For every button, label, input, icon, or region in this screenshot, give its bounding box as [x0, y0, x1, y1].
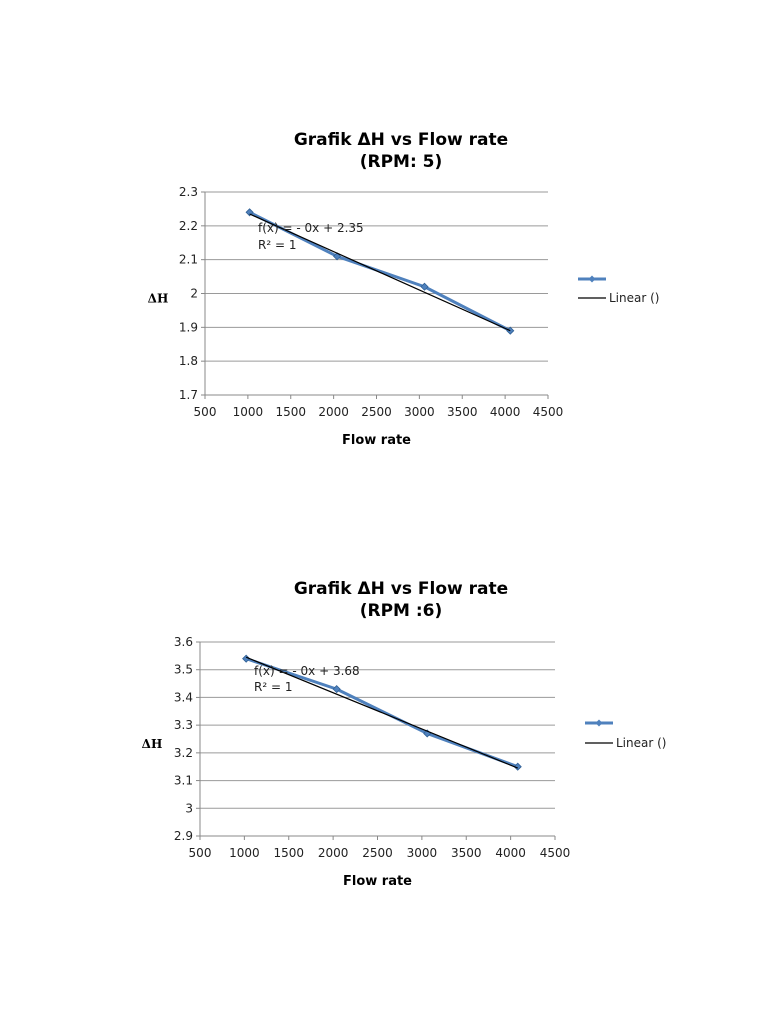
- data-point-marker: [242, 654, 251, 663]
- y-tick-label: 3.4: [174, 690, 193, 704]
- legend-series-marker: [588, 275, 596, 283]
- chart-title-line: (RPM: 5): [360, 152, 443, 172]
- x-tick-label: 4500: [540, 846, 571, 860]
- trendline-annotation: f(x) = - 0x + 2.35: [258, 221, 364, 235]
- y-tick-label: 2.2: [179, 219, 198, 233]
- x-tick-label: 3500: [451, 846, 482, 860]
- legend: Linear (): [578, 275, 659, 305]
- y-tick-label: 1.8: [179, 354, 198, 368]
- x-tick-label: 3000: [407, 846, 438, 860]
- x-tick-label: 3500: [447, 405, 478, 419]
- trendline-annotation: f(x) = - 0x + 3.68: [254, 664, 360, 678]
- chart-title-line: Grafik ΔH vs Flow rate: [294, 130, 508, 150]
- data-point-marker: [245, 208, 254, 217]
- trendline-annotation: R² = 1: [258, 238, 296, 252]
- y-tick-label: 3.3: [174, 718, 193, 732]
- x-tick-label: 500: [189, 846, 212, 860]
- x-axis-label: Flow rate: [343, 874, 412, 889]
- x-tick-label: 3000: [404, 405, 435, 419]
- y-tick-label: 2.3: [179, 185, 198, 199]
- y-axis-label: ΔH: [148, 292, 169, 306]
- y-tick-label: 2.9: [174, 829, 193, 843]
- x-axis-label: Flow rate: [342, 433, 411, 448]
- data-point-marker: [332, 685, 341, 694]
- x-tick-label: 2500: [362, 846, 393, 860]
- x-tick-label: 4500: [533, 405, 564, 419]
- y-tick-label: 2.1: [179, 253, 198, 267]
- chart-title-line: (RPM :6): [360, 601, 443, 621]
- x-tick-label: 2000: [318, 846, 349, 860]
- data-point-marker: [420, 282, 429, 291]
- data-series-line: [248, 210, 511, 333]
- y-tick-label: 1.9: [179, 320, 198, 334]
- y-axis-label: ΔH: [142, 737, 163, 751]
- x-tick-label: 4000: [490, 405, 521, 419]
- y-tick-label: 3.6: [174, 635, 193, 649]
- x-tick-label: 1500: [273, 846, 304, 860]
- y-tick-label: 1.7: [179, 388, 198, 402]
- y-tick-label: 3: [185, 801, 193, 815]
- x-tick-label: 1000: [233, 405, 264, 419]
- trendline: [249, 213, 511, 332]
- chart-1: Grafik ΔH vs Flow rate(RPM: 5) 1.7 1.8 1.9 2…: [148, 130, 660, 448]
- x-tick-label: 2500: [361, 405, 392, 419]
- y-tick-label: 3.1: [174, 774, 193, 788]
- chart-2: Grafik ΔH vs Flow rate(RPM :6) 2.9 3 3.1 3.2…: [142, 579, 667, 889]
- trendline-annotation: R² = 1: [254, 680, 292, 694]
- y-tick-label: 3.5: [174, 663, 193, 677]
- legend-trendline-label: Linear (): [609, 291, 659, 305]
- y-tick-label: 3.2: [174, 746, 193, 760]
- chart-title-line: Grafik ΔH vs Flow rate: [294, 579, 508, 599]
- x-tick-label: 500: [194, 405, 217, 419]
- y-tick-label: 2: [190, 287, 198, 301]
- x-tick-label: 4000: [495, 846, 526, 860]
- legend-series-marker: [595, 719, 603, 727]
- trendline: [245, 656, 518, 769]
- x-tick-label: 1500: [275, 405, 306, 419]
- data-point-marker: [513, 762, 522, 771]
- x-tick-label: 2000: [318, 405, 349, 419]
- legend: Linear (): [585, 719, 666, 750]
- x-tick-label: 1000: [229, 846, 260, 860]
- legend-trendline-label: Linear (): [616, 736, 666, 750]
